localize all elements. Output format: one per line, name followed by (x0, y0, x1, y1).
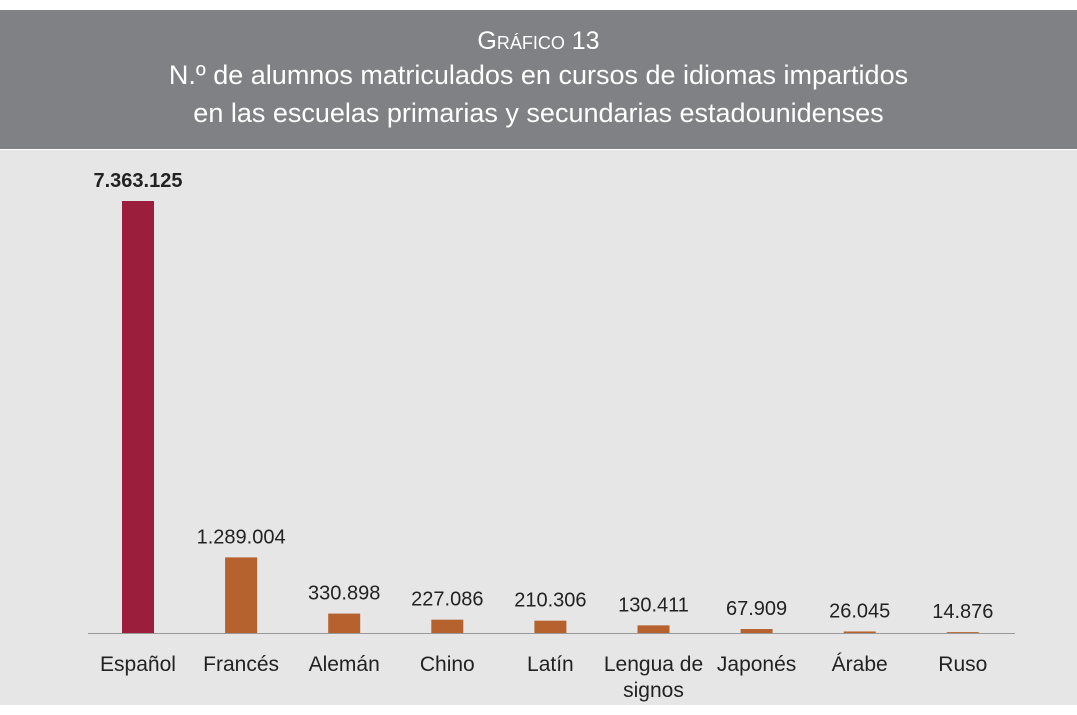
x-tick-label: Latín (527, 653, 574, 676)
value-label: 130.411 (618, 594, 689, 616)
bar (328, 613, 361, 633)
chart-subtitle: N.º de alumnos matriculados en cursos de… (168, 60, 909, 90)
value-label: 7.363.125 (94, 170, 183, 192)
bar (225, 557, 258, 633)
chart-subtitle: en las escuelas primarias y secundarias … (193, 98, 884, 128)
x-tick-label: Español (100, 653, 176, 676)
plot-area (0, 150, 1077, 705)
chart-title: Gráfico 13 (477, 27, 600, 55)
bar (740, 629, 773, 633)
bar (122, 201, 154, 633)
x-tick-label: Chino (419, 653, 475, 676)
x-tick-label: Japonés (716, 653, 797, 676)
bar (534, 620, 567, 633)
value-label: 1.289.004 (197, 526, 286, 548)
value-label: 14.876 (932, 601, 993, 623)
x-tick-label: Alemán (308, 653, 380, 676)
value-label: 67.909 (726, 598, 787, 620)
value-label: 26.045 (829, 600, 890, 622)
x-tick-label: Lengua de signos (603, 653, 704, 702)
bar (843, 631, 876, 633)
x-tick-label: Árabe (831, 653, 888, 676)
value-label: 227.086 (411, 589, 483, 611)
bar (637, 625, 670, 633)
x-tick-label: Ruso (938, 653, 988, 676)
value-label: 210.306 (514, 590, 586, 612)
value-label: 330.898 (308, 583, 380, 605)
x-tick-label: Francés (203, 653, 280, 676)
bar (946, 632, 979, 633)
bar (431, 619, 464, 633)
header: Gráfico 13 N.º de alumnos matriculados e… (0, 10, 1077, 149)
